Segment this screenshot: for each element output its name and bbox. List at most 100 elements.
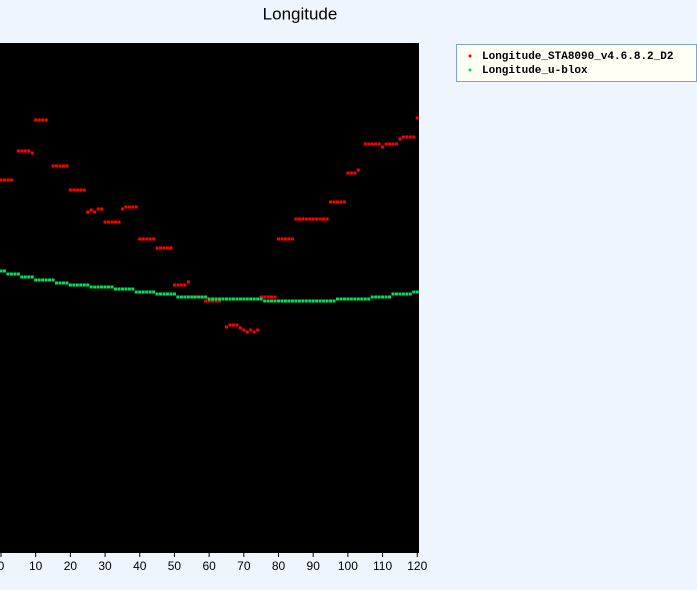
point [20,275,24,279]
point [0,178,3,182]
point [273,299,277,303]
point [335,200,339,204]
point [252,297,256,301]
point [107,285,111,289]
point [363,297,367,301]
point [96,285,100,289]
x-tick-label: 40 [133,559,147,573]
point [332,200,336,204]
point [242,328,246,332]
point [89,208,93,212]
point [65,164,69,168]
point [335,297,339,301]
point [159,246,163,250]
point [256,297,260,301]
point [231,323,235,327]
point [304,217,308,221]
point [374,142,378,146]
point [16,272,20,276]
point [58,281,62,285]
point [6,272,10,276]
point [329,299,333,303]
point [166,246,170,250]
point [308,299,312,303]
point [301,299,305,303]
point [214,297,218,301]
point [176,295,180,299]
point [6,178,10,182]
point [162,292,166,296]
point [259,295,263,299]
point [322,217,326,221]
point [138,237,142,241]
point [218,299,222,303]
point [179,283,183,287]
point [155,246,159,250]
point [311,299,315,303]
point [141,290,145,294]
point [23,275,27,279]
point [325,217,329,221]
point [235,297,239,301]
point [398,292,402,296]
point [273,295,277,299]
point [75,283,79,287]
point [353,171,357,175]
point [152,237,156,241]
x-tick-label: 10 [29,559,43,573]
point [280,237,284,241]
point [301,217,305,221]
point [280,299,284,303]
point [61,164,65,168]
point [37,278,41,282]
legend-marker [468,54,472,58]
x-tick-label: 110 [373,559,392,573]
point [68,188,72,192]
point [211,299,215,303]
point [388,142,392,146]
x-tick-label: 30 [98,559,112,573]
point [2,178,6,182]
point [141,237,145,241]
x-tick-label: 100 [338,559,358,573]
point [308,217,312,221]
point [48,278,52,282]
point [186,280,190,284]
legend [456,44,697,82]
point [391,142,395,146]
point [124,205,128,209]
point [34,278,38,282]
point [110,285,114,289]
point [176,283,180,287]
point [61,281,65,285]
point [405,135,409,139]
point [107,220,111,224]
point [197,295,201,299]
point [415,290,419,294]
point [145,237,149,241]
point [72,283,76,287]
point [384,295,388,299]
point [93,285,97,289]
point [55,164,59,168]
x-tick-label: 60 [202,559,216,573]
point [290,299,294,303]
point [408,135,412,139]
chart-title: Longitude [263,4,338,23]
point [200,295,204,299]
point [207,299,211,303]
x-tick-label: 0 [0,559,5,573]
point [346,171,350,175]
point [134,290,138,294]
point [211,297,215,301]
point [339,200,343,204]
point [238,326,242,330]
point [27,275,31,279]
point [394,292,398,296]
point [186,295,190,299]
point [367,297,371,301]
point [277,299,281,303]
point [377,295,381,299]
point [82,283,86,287]
